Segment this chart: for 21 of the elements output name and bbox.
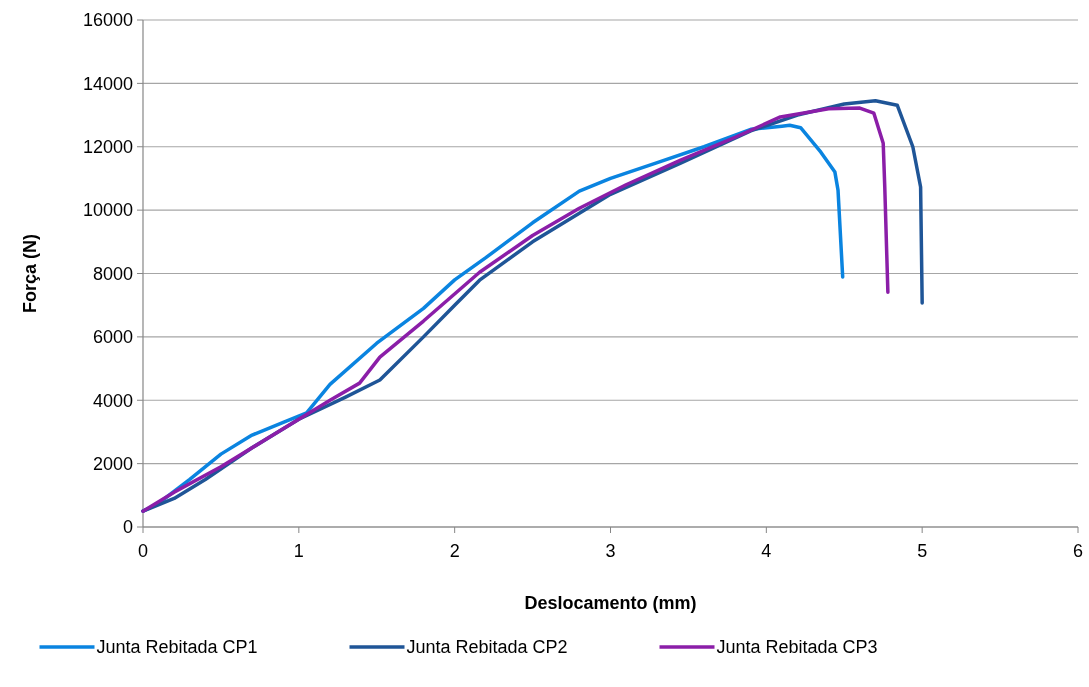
y-tick-label: 2000 <box>92 453 133 474</box>
x-tick-label: 3 <box>605 541 616 561</box>
legend-label: Junta Rebitada CP2 <box>406 637 568 658</box>
x-tick-label: 6 <box>1072 541 1084 561</box>
y-tick-label: 0 <box>122 517 133 538</box>
legend-label: Junta Rebitada CP3 <box>716 637 878 658</box>
y-axis-title: Força (N) <box>20 233 40 314</box>
legend-label: Junta Rebitada CP1 <box>96 637 258 658</box>
y-tick-label: 16000 <box>82 10 133 31</box>
y-tick-label: 6000 <box>92 327 133 348</box>
x-tick-label: 1 <box>293 541 304 561</box>
x-tick-label: 4 <box>761 541 772 561</box>
x-axis-title: Deslocamento (mm) <box>524 593 697 613</box>
y-tick-label: 10000 <box>82 200 133 221</box>
x-tick-label: 5 <box>917 541 928 561</box>
y-tick-label: 8000 <box>92 263 133 284</box>
y-tick-label: 14000 <box>82 73 133 94</box>
y-tick-label: 4000 <box>92 390 133 411</box>
y-tick-label: 12000 <box>82 137 133 158</box>
x-tick-label: 0 <box>137 541 149 561</box>
x-tick-label: 2 <box>449 541 460 561</box>
